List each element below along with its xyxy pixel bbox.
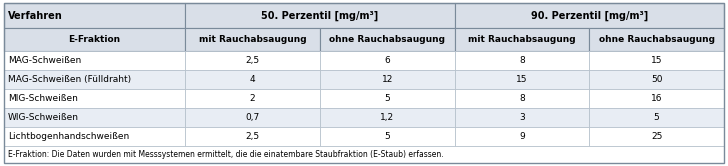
Text: Lichtbogenhandschweißen: Lichtbogenhandschweißen	[8, 132, 130, 141]
Text: E-Fraktion: E-Fraktion	[68, 35, 121, 44]
Text: 6: 6	[384, 56, 390, 65]
Text: mit Rauchabsaugung: mit Rauchabsaugung	[468, 35, 576, 44]
Text: 50: 50	[651, 75, 662, 84]
Bar	[185, 28, 320, 51]
Text: 50. Perzentil [mg/m³]: 50. Perzentil [mg/m³]	[261, 10, 379, 21]
Text: 25: 25	[651, 132, 662, 141]
Bar	[4, 3, 185, 28]
Bar	[454, 89, 589, 108]
Bar	[454, 28, 589, 51]
Text: 8: 8	[519, 94, 525, 103]
Bar	[454, 70, 589, 89]
Text: 5: 5	[384, 94, 390, 103]
Bar	[4, 146, 724, 163]
Bar	[185, 51, 320, 70]
Text: 15: 15	[651, 56, 662, 65]
Text: MAG-Schweißen: MAG-Schweißen	[8, 56, 82, 65]
Bar	[320, 127, 454, 146]
Bar	[589, 70, 724, 89]
Text: 5: 5	[654, 113, 660, 122]
Bar	[320, 89, 454, 108]
Bar	[589, 108, 724, 127]
Bar	[320, 28, 454, 51]
Bar	[320, 108, 454, 127]
Text: 90. Perzentil [mg/m³]: 90. Perzentil [mg/m³]	[531, 10, 648, 21]
Text: 4: 4	[250, 75, 256, 84]
Text: 8: 8	[519, 56, 525, 65]
Bar	[4, 89, 185, 108]
Bar	[185, 127, 320, 146]
Text: 3: 3	[519, 113, 525, 122]
Text: 9: 9	[519, 132, 525, 141]
Bar	[589, 89, 724, 108]
Text: MAG-Schweißen (Fülldraht): MAG-Schweißen (Fülldraht)	[8, 75, 131, 84]
Bar	[454, 3, 724, 28]
Bar	[589, 28, 724, 51]
Text: 12: 12	[381, 75, 393, 84]
Bar	[589, 127, 724, 146]
Bar	[320, 70, 454, 89]
Bar	[320, 51, 454, 70]
Text: ohne Rauchabsaugung: ohne Rauchabsaugung	[598, 35, 715, 44]
Bar	[185, 70, 320, 89]
Bar	[4, 127, 185, 146]
Text: 5: 5	[384, 132, 390, 141]
Text: 1,2: 1,2	[380, 113, 395, 122]
Bar	[4, 51, 185, 70]
Text: 15: 15	[516, 75, 528, 84]
Bar	[185, 108, 320, 127]
Text: 2: 2	[250, 94, 256, 103]
Bar	[4, 70, 185, 89]
Bar	[4, 108, 185, 127]
Text: MIG-Schweißen: MIG-Schweißen	[8, 94, 78, 103]
Bar	[454, 51, 589, 70]
Text: 2,5: 2,5	[245, 56, 259, 65]
Bar	[454, 108, 589, 127]
Text: E-Fraktion: Die Daten wurden mit Messsystemen ermittelt, die die einatembare Sta: E-Fraktion: Die Daten wurden mit Messsys…	[8, 150, 443, 159]
Bar	[589, 51, 724, 70]
Text: 16: 16	[651, 94, 662, 103]
Bar	[185, 89, 320, 108]
Text: ohne Rauchabsaugung: ohne Rauchabsaugung	[329, 35, 445, 44]
Bar	[185, 3, 454, 28]
Text: 0,7: 0,7	[245, 113, 260, 122]
Text: WIG-Schweißen: WIG-Schweißen	[8, 113, 79, 122]
Text: Verfahren: Verfahren	[8, 10, 63, 21]
Text: 2,5: 2,5	[245, 132, 259, 141]
Text: mit Rauchabsaugung: mit Rauchabsaugung	[199, 35, 306, 44]
Bar	[4, 28, 185, 51]
Bar	[454, 127, 589, 146]
